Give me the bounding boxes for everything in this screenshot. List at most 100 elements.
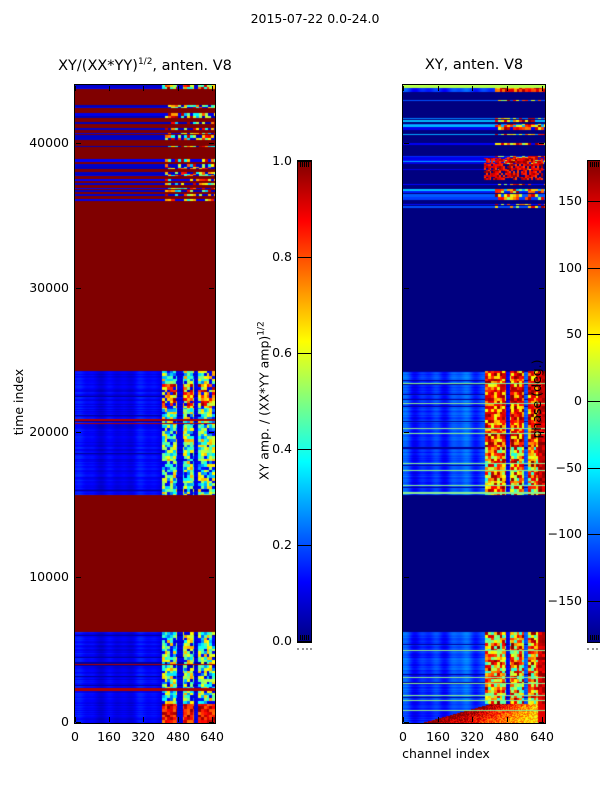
colorbar-tick-mark [298, 353, 311, 354]
left-panel-title: XY/(XX*YY)1/2, anten. V8 [5, 57, 285, 74]
y-tick-mark [209, 577, 214, 578]
colorbar-tick-label: 0.6 [272, 345, 292, 360]
colorbar-tick-label: −150 [547, 593, 582, 608]
left-colorbar-label-sup: 1/2 [256, 321, 267, 336]
y-tick-label: 20000 [29, 424, 69, 439]
x-tick-label: 320 [460, 729, 484, 744]
colorbar-tick-mark [298, 641, 311, 642]
x-tick-mark [542, 717, 543, 722]
right-heatmap-panel [402, 84, 546, 724]
y-axis-label: time index [11, 368, 26, 436]
y-tick-mark [209, 722, 214, 723]
left-colorbar-label: XY amp. / (XX*YY amp)1/2 [254, 271, 271, 531]
colorbar-tick-mark [298, 545, 311, 546]
colorbar-end-mark [596, 162, 597, 167]
colorbar-tick-label: 100 [558, 260, 582, 275]
right-colorbar [587, 160, 600, 643]
x-tick-mark [542, 86, 543, 91]
y-tick-mark [539, 577, 544, 578]
x-tick-label: 480 [495, 729, 519, 744]
colorbar-tick-mark [298, 161, 311, 162]
x-tick-mark [75, 717, 76, 722]
y-tick-mark [539, 288, 544, 289]
x-tick-label: 160 [97, 729, 121, 744]
colorbar-tick-mark [588, 268, 600, 269]
y-tick-mark [404, 722, 409, 723]
colorbar-tick-label: 1.0 [272, 153, 292, 168]
x-tick-label: 320 [131, 729, 155, 744]
x-tick-mark [109, 717, 110, 722]
colorbar-tick-label: 0.4 [272, 441, 292, 456]
colorbar-end-mark [598, 635, 599, 640]
y-tick-label: 10000 [29, 569, 69, 584]
right-heatmap-canvas [403, 85, 545, 723]
y-tick-mark [209, 432, 214, 433]
x-tick-label: 480 [166, 729, 190, 744]
colorbar-tick-label: −50 [555, 460, 582, 475]
x-tick-label: 640 [530, 729, 554, 744]
x-tick-label: 640 [200, 729, 224, 744]
x-tick-mark [438, 86, 439, 91]
y-tick-mark [76, 577, 81, 578]
y-tick-label: 30000 [29, 280, 69, 295]
x-tick-mark [403, 86, 404, 91]
y-tick-mark [404, 432, 409, 433]
colorbar-tick-label: −100 [547, 526, 582, 541]
y-tick-label: 40000 [29, 135, 69, 150]
right-colorbar-underflow-dashes [587, 648, 600, 650]
y-tick-mark [76, 288, 81, 289]
colorbar-tick-mark [588, 201, 600, 202]
colorbar-end-mark [306, 635, 307, 640]
colorbar-tick-mark [588, 401, 600, 402]
colorbar-tick-mark [298, 257, 311, 258]
x-tick-mark [109, 86, 110, 91]
colorbar-end-mark [300, 635, 301, 640]
colorbar-end-mark [308, 162, 309, 167]
left-colorbar [297, 160, 312, 643]
colorbar-tick-mark [588, 534, 600, 535]
x-tick-mark [438, 717, 439, 722]
y-tick-mark [76, 143, 81, 144]
colorbar-tick-label: 0.2 [272, 537, 292, 552]
colorbar-tick-mark [588, 601, 600, 602]
left-panel-title-prefix: XY/(XX*YY) [58, 57, 138, 74]
colorbar-tick-label: 0.0 [272, 633, 292, 648]
colorbar-tick-label: 150 [558, 193, 582, 208]
y-tick-mark [404, 288, 409, 289]
right-panel-title: XY, anten. V8 [424, 57, 524, 73]
colorbar-end-mark [304, 635, 305, 640]
left-heatmap-canvas [75, 85, 215, 723]
x-tick-mark [507, 86, 508, 91]
x-tick-mark [507, 717, 508, 722]
colorbar-tick-mark [588, 334, 600, 335]
x-tick-mark [212, 717, 213, 722]
colorbar-end-mark [306, 162, 307, 167]
y-tick-mark [76, 722, 81, 723]
colorbar-tick-label: 0 [574, 393, 582, 408]
colorbar-end-mark [592, 162, 593, 167]
x-tick-mark [212, 86, 213, 91]
x-tick-label: 0 [71, 729, 79, 744]
x-tick-mark [178, 717, 179, 722]
y-tick-mark [404, 577, 409, 578]
x-tick-mark [472, 86, 473, 91]
y-tick-mark [404, 143, 409, 144]
colorbar-tick-label: 50 [566, 326, 582, 341]
left-heatmap-panel [74, 84, 216, 724]
y-tick-mark [209, 143, 214, 144]
x-tick-mark [143, 86, 144, 91]
colorbar-tick-mark [588, 468, 600, 469]
colorbar-tick-mark [298, 449, 311, 450]
colorbar-end-mark [300, 162, 301, 167]
colorbar-end-mark [308, 635, 309, 640]
x-tick-label: 160 [426, 729, 450, 744]
colorbar-end-mark [302, 162, 303, 167]
colorbar-end-mark [594, 162, 595, 167]
x-tick-mark [403, 717, 404, 722]
y-tick-mark [539, 432, 544, 433]
colorbar-end-mark [592, 635, 593, 640]
colorbar-end-mark [596, 635, 597, 640]
y-tick-mark [76, 432, 81, 433]
colorbar-end-mark [590, 635, 591, 640]
